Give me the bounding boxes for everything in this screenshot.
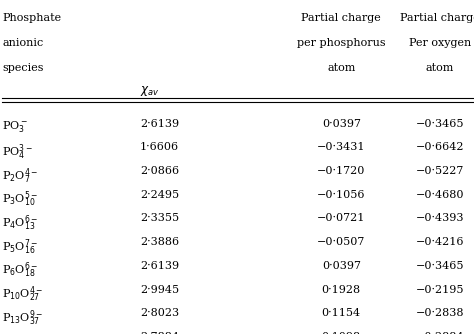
Text: anionic: anionic (2, 38, 44, 48)
Text: −0·3465: −0·3465 (415, 119, 464, 129)
Text: 1·6606: 1·6606 (140, 142, 179, 152)
Text: 2·7884: 2·7884 (140, 332, 179, 334)
Text: PO$_4^{3-}$: PO$_4^{3-}$ (2, 142, 33, 162)
Text: P$_2$O$_7^{4-}$: P$_2$O$_7^{4-}$ (2, 166, 38, 186)
Text: −0·4216: −0·4216 (415, 237, 464, 247)
Text: species: species (2, 63, 44, 73)
Text: 2·6139: 2·6139 (140, 119, 179, 129)
Text: −0·1056: −0·1056 (317, 190, 365, 200)
Text: atom: atom (426, 63, 454, 73)
Text: Partial charge: Partial charge (301, 13, 381, 23)
Text: P$_6$O$_{18}^{6-}$: P$_6$O$_{18}^{6-}$ (2, 261, 38, 281)
Text: P$_{13}$O$_{37}^{9-}$: P$_{13}$O$_{37}^{9-}$ (2, 308, 44, 328)
Text: PO$_3^-$: PO$_3^-$ (2, 119, 28, 134)
Text: Partial charge: Partial charge (400, 13, 474, 23)
Text: −0·5227: −0·5227 (415, 166, 464, 176)
Text: P$_{14}$O$_{40}^{10-}$: P$_{14}$O$_{40}^{10-}$ (2, 332, 48, 334)
Text: 2·0866: 2·0866 (140, 166, 179, 176)
Text: 2·3355: 2·3355 (140, 213, 179, 223)
Text: 0·1098: 0·1098 (322, 332, 361, 334)
Text: −0·6642: −0·6642 (415, 142, 464, 152)
Text: 2·2495: 2·2495 (140, 190, 179, 200)
Text: −0·2195: −0·2195 (415, 285, 464, 295)
Text: 2·8023: 2·8023 (140, 308, 179, 318)
Text: 0·0397: 0·0397 (322, 261, 361, 271)
Text: per phosphorus: per phosphorus (297, 38, 385, 48)
Text: 0·1154: 0·1154 (322, 308, 361, 318)
Text: −0·4680: −0·4680 (415, 190, 464, 200)
Text: Phosphate: Phosphate (2, 13, 62, 23)
Text: −0·1720: −0·1720 (317, 166, 365, 176)
Text: $\chi_{\mathit{av}}$: $\chi_{\mathit{av}}$ (140, 84, 159, 98)
Text: −0·4393: −0·4393 (415, 213, 464, 223)
Text: 0·0397: 0·0397 (322, 119, 361, 129)
Text: P$_5$O$_{16}^{7-}$: P$_5$O$_{16}^{7-}$ (2, 237, 38, 257)
Text: −0·0721: −0·0721 (317, 213, 365, 223)
Text: Per oxygen: Per oxygen (409, 38, 471, 48)
Text: 2·6139: 2·6139 (140, 261, 179, 271)
Text: −0·2838: −0·2838 (415, 308, 464, 318)
Text: P$_{10}$O$_{27}^{4-}$: P$_{10}$O$_{27}^{4-}$ (2, 285, 44, 304)
Text: 0·1928: 0·1928 (322, 285, 361, 295)
Text: −0·3431: −0·3431 (317, 142, 365, 152)
Text: P$_4$O$_{13}^{6-}$: P$_4$O$_{13}^{6-}$ (2, 213, 38, 233)
Text: 2·9945: 2·9945 (140, 285, 179, 295)
Text: 2·3886: 2·3886 (140, 237, 179, 247)
Text: −0·2884: −0·2884 (415, 332, 464, 334)
Text: P$_3$O$_{10}^{5-}$: P$_3$O$_{10}^{5-}$ (2, 190, 38, 209)
Text: −0·0507: −0·0507 (317, 237, 365, 247)
Text: −0·3465: −0·3465 (415, 261, 464, 271)
Text: atom: atom (327, 63, 356, 73)
